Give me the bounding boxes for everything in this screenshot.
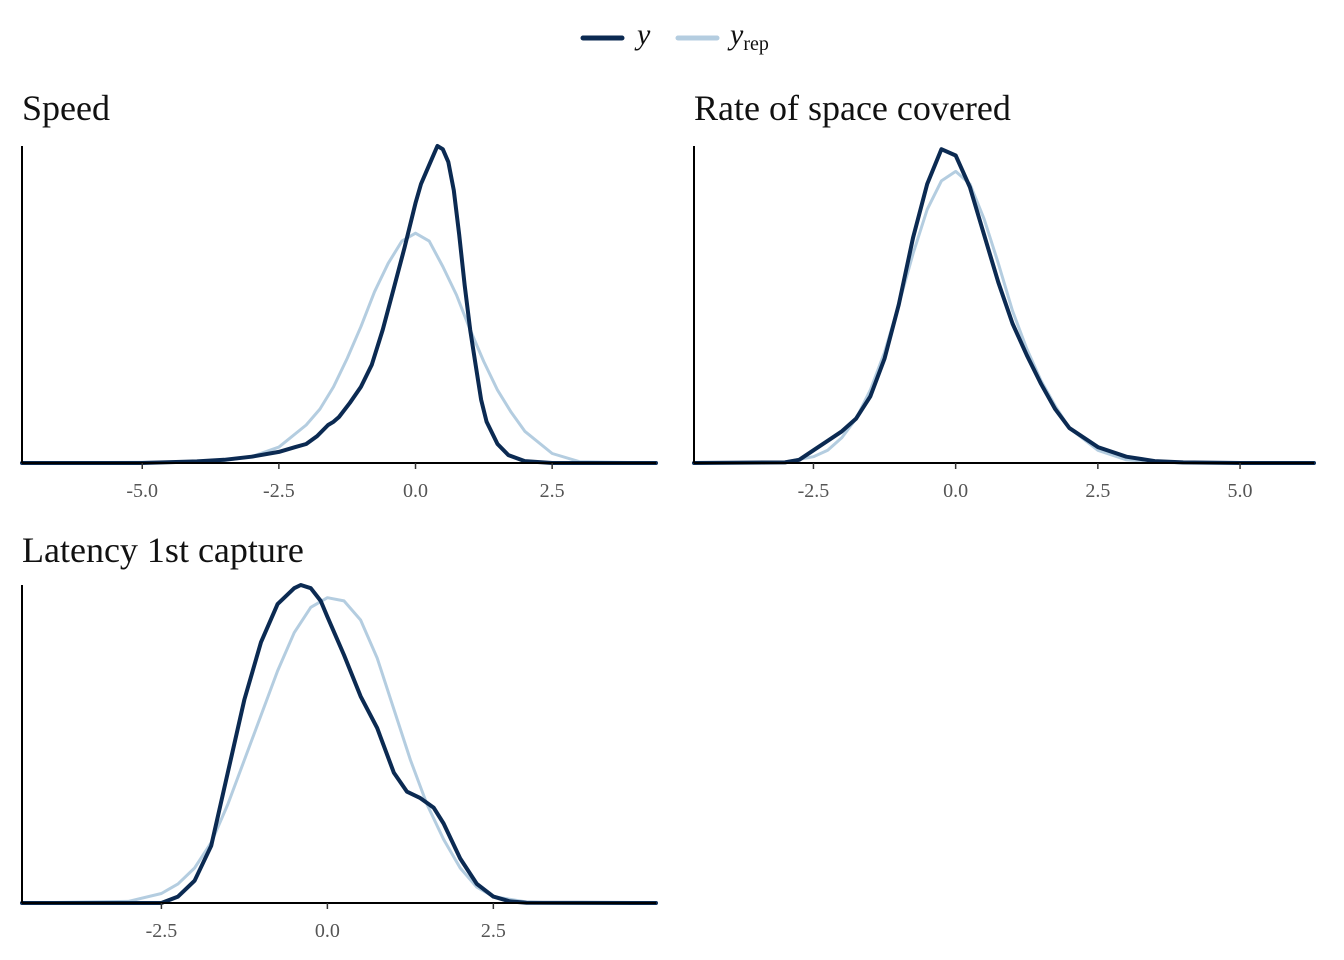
- legend: y yrep: [580, 18, 769, 55]
- speed-x-tick-label: 0.0: [403, 480, 428, 502]
- rate-of-space-covered-x-tick-label: 0.0: [943, 480, 968, 502]
- speed-yrep-density-line: [20, 231, 658, 465]
- panel-title-rate-of-space-covered: Rate of space covered: [694, 88, 1011, 128]
- rate-of-space-covered-y-density-line: [692, 147, 1316, 465]
- plot-area-rate-of-space-covered: -2.5 0.0 2.5 5.0: [692, 146, 1316, 502]
- panel-title-speed: Speed: [22, 88, 110, 128]
- legend-yrep-main: y: [727, 18, 744, 51]
- panel-latency-1st-capture: Latency 1st capture -2.5 0.0 2.5: [20, 530, 658, 942]
- panel-rate-of-space-covered: Rate of space covered -2.5 0.0 2.5 5.0: [692, 88, 1316, 502]
- speed-x-tick-label: -2.5: [263, 480, 295, 502]
- plot-area-latency-1st-capture: -2.5 0.0 2.5: [20, 583, 658, 942]
- rate-of-space-covered-x-tick-label: -2.5: [798, 480, 830, 502]
- rate-of-space-covered-yrep-density-line: [692, 169, 1316, 465]
- speed-x-tick-label: -5.0: [126, 480, 158, 502]
- panel-speed: Speed -5.0 -2.5 0.0 2.5: [20, 88, 658, 502]
- speed-y-density-line: [20, 144, 658, 465]
- latency-1st-capture-x-tick-label: -2.5: [146, 920, 178, 942]
- legend-y-label: y: [634, 18, 651, 51]
- latency-1st-capture-x-tick-label: 2.5: [481, 920, 506, 942]
- panel-title-latency-1st-capture: Latency 1st capture: [22, 530, 304, 570]
- speed-x-tick-label: 2.5: [540, 480, 565, 502]
- rate-of-space-covered-x-tick-label: 5.0: [1228, 480, 1253, 502]
- latency-1st-capture-y-density-line: [20, 583, 658, 905]
- plot-area-speed: -5.0 -2.5 0.0 2.5: [20, 144, 658, 502]
- latency-1st-capture-x-tick-label: 0.0: [315, 920, 340, 942]
- legend-yrep-label: yrep: [727, 18, 769, 55]
- rate-of-space-covered-x-tick-label: 2.5: [1085, 480, 1110, 502]
- latency-1st-capture-yrep-density-line: [20, 596, 658, 905]
- legend-yrep-subscript: rep: [743, 33, 769, 55]
